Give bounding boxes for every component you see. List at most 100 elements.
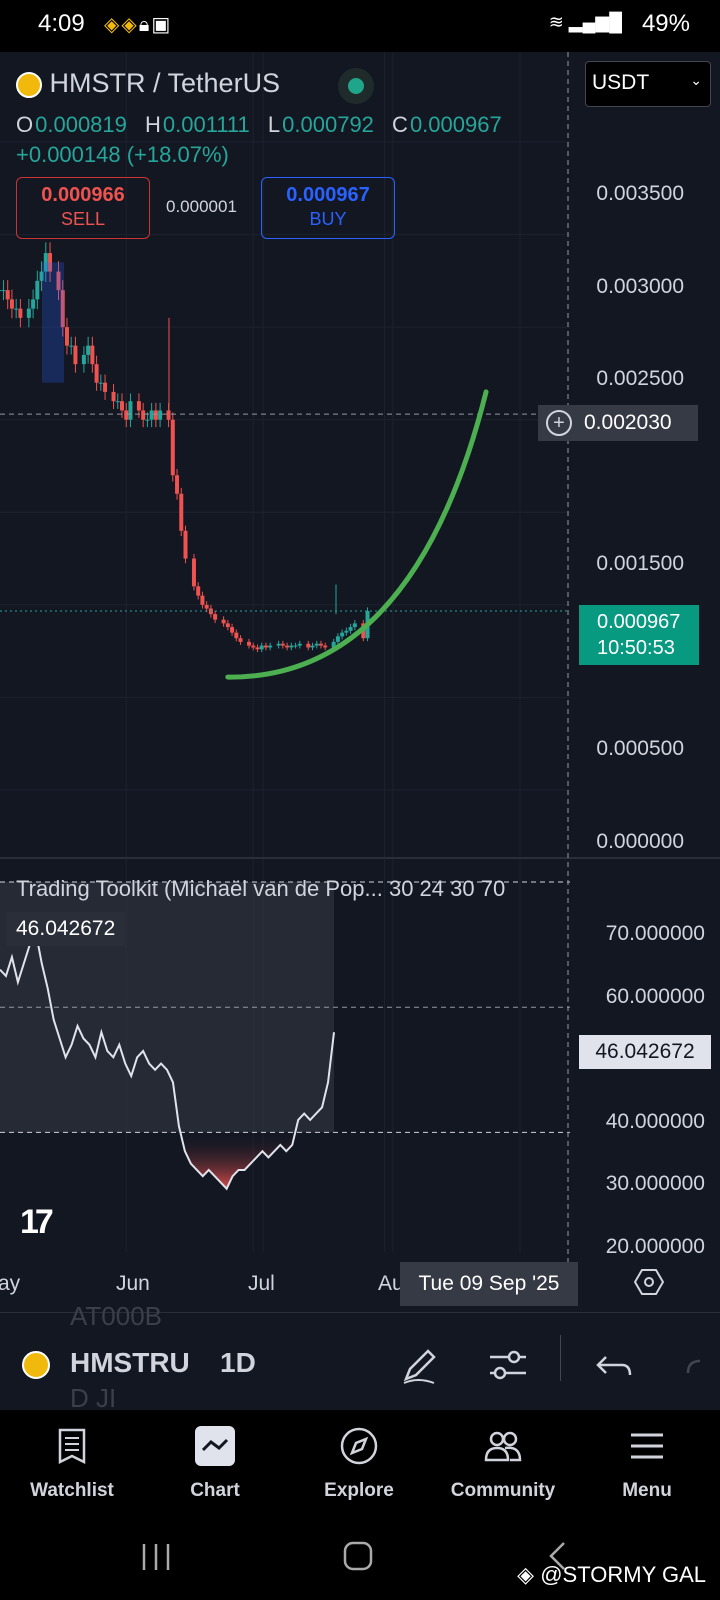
chart-settings-icon[interactable] <box>634 1268 664 1296</box>
candle-body <box>200 595 205 605</box>
candle-body <box>323 645 328 648</box>
candle-body <box>213 614 218 620</box>
buy-label: BUY <box>309 209 347 229</box>
recent-apps-icon[interactable] <box>140 1542 174 1572</box>
currency-value: USDT <box>592 71 650 94</box>
candle-body <box>263 645 268 648</box>
nav-explore[interactable]: Explore <box>289 1410 429 1510</box>
candle-body <box>289 645 294 648</box>
toolbar-symbol-button[interactable]: HMSTRU <box>70 1347 190 1378</box>
chart-area[interactable]: 0.003500 0.003000 0.002500 0.001500 0.000500… <box>0 52 720 1310</box>
pencil-icon[interactable] <box>398 1343 442 1387</box>
ghost-symbol-bottom: D JI <box>70 1383 117 1413</box>
overlay-layer <box>0 52 570 1262</box>
candle-body <box>48 253 53 272</box>
candle-body <box>306 643 311 648</box>
indicator-last-label: 46.042672 <box>579 1035 711 1069</box>
buy-price: 0.000967 <box>286 184 370 206</box>
candle-body <box>26 308 31 318</box>
candle-body <box>39 271 44 281</box>
price-axis-label: 0.003500 <box>596 182 684 205</box>
ohlc-legend: O0.000819 H0.001111 L0.000792 C0.000967 <box>16 112 514 138</box>
time-axis-label: ay <box>0 1272 21 1295</box>
tradingview-logo: 17 <box>20 1203 54 1241</box>
symbol-name: HMSTR / TetherUS <box>49 68 281 98</box>
last-price: 0.000967 <box>597 611 681 633</box>
candle-body <box>238 638 243 642</box>
menu-icon <box>631 1433 663 1459</box>
low-value: 0.000792 <box>282 112 374 137</box>
watchlist-icon <box>58 1428 86 1465</box>
crosshair-date-label: Tue 09 Sep '25 <box>400 1262 578 1306</box>
bar-countdown: 10:50:53 <box>597 637 675 659</box>
crosshair-price: 0.002030 <box>584 411 672 434</box>
currency-select[interactable]: USDT ⌄ <box>585 61 711 107</box>
candle-body <box>191 558 196 587</box>
nav-watchlist[interactable]: Watchlist <box>2 1410 142 1510</box>
signal-icon: ≋ ▂▄▆█ <box>548 12 622 32</box>
candle-body <box>81 354 86 365</box>
interval-button[interactable]: 1D <box>220 1347 256 1378</box>
candle-body <box>297 643 302 646</box>
battery-level: 49% <box>641 10 690 37</box>
binance-icon: ◈ <box>104 14 122 36</box>
back-icon[interactable] <box>546 1540 570 1572</box>
candle-body <box>247 641 251 646</box>
home-icon[interactable] <box>342 1540 374 1572</box>
notification-icons: ◈◈🔒︎▣ <box>104 12 172 37</box>
toolbar-divider <box>560 1335 561 1381</box>
candle-body <box>352 623 357 628</box>
sell-label: SELL <box>60 209 106 229</box>
candle-body <box>331 641 336 648</box>
indicator-axis-label: 40.000000 <box>605 1109 705 1133</box>
candle-body <box>318 643 323 646</box>
chart-toolbar: AT000B D JI HMSTRU 1D <box>0 1301 720 1413</box>
candle-body <box>56 271 61 291</box>
candle-body <box>149 410 154 420</box>
crosshair-price-label[interactable]: + 0.002030 <box>538 405 698 441</box>
nav-community[interactable]: Community <box>433 1410 573 1510</box>
candle-body <box>276 643 281 646</box>
nav-label: Explore <box>324 1480 394 1501</box>
nav-chart[interactable]: Chart <box>145 1410 285 1510</box>
candle-body <box>170 419 175 476</box>
candle-body <box>18 308 23 318</box>
candle-body <box>230 627 235 633</box>
price-axis-label: 0.000000 <box>596 830 684 853</box>
nav-menu[interactable]: Menu <box>577 1410 717 1510</box>
price-axis-label: 0.001500 <box>596 552 684 576</box>
candle-body <box>136 401 141 411</box>
sell-price: 0.000966 <box>41 184 125 206</box>
candle-body <box>285 645 290 648</box>
candle-body <box>196 586 201 596</box>
status-time: 4:09 <box>38 10 85 37</box>
redo-icon[interactable] <box>684 1343 720 1387</box>
buy-button[interactable]: 0.000967 BUY <box>261 177 395 239</box>
candle-body <box>255 647 260 650</box>
indicator-line <box>0 928 335 1191</box>
candle-body <box>128 401 133 420</box>
sell-button[interactable]: 0.000966 SELL <box>16 177 150 239</box>
add-alert-icon[interactable]: + <box>546 410 572 436</box>
candle-body <box>175 475 180 494</box>
indicator-title[interactable]: Trading Toolkit (Michaël van de Pop... 3… <box>16 876 506 901</box>
nav-label: Watchlist <box>30 1480 114 1501</box>
candle-body <box>340 632 345 637</box>
candle-body <box>124 410 129 420</box>
compass-icon <box>340 1427 378 1465</box>
watermark: ◈ @STORMY GAL <box>517 1562 706 1587</box>
candle-body <box>1 290 6 292</box>
lock-icon: 🔒︎ <box>138 14 152 36</box>
last-price-label: 0.000967 10:50:53 <box>579 605 699 665</box>
candle-body <box>94 364 99 383</box>
hamster-coin-icon <box>16 71 42 98</box>
candle-body <box>90 345 95 365</box>
candle-body <box>234 632 239 639</box>
candle-body <box>145 419 150 421</box>
indicators-icon[interactable] <box>486 1343 530 1387</box>
undo-icon[interactable] <box>592 1343 636 1387</box>
hamster-coin-icon <box>22 1351 50 1379</box>
price-chart-canvas[interactable] <box>0 52 720 1310</box>
candle-body <box>314 643 319 646</box>
symbol-title[interactable]: HMSTR / TetherUS <box>16 68 280 99</box>
